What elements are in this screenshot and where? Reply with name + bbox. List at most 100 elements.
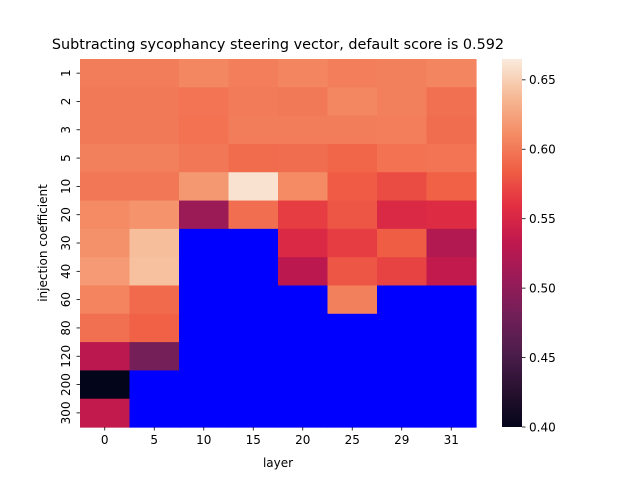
heatmap-cell <box>327 87 378 117</box>
heatmap-cell <box>80 115 131 145</box>
heatmap-cell <box>377 342 428 372</box>
heatmap-cell <box>278 228 329 258</box>
heatmap-cell <box>278 172 329 202</box>
heatmap-cell <box>129 200 180 230</box>
y-tick-label: 20 <box>59 207 73 222</box>
heatmap-cell <box>377 228 428 258</box>
heatmap-cell <box>426 143 477 173</box>
y-tick-label: 2 <box>59 98 73 106</box>
y-tick-label: 5 <box>59 154 73 162</box>
heatmap-cell <box>228 228 279 258</box>
heatmap-cell <box>278 143 329 173</box>
heatmap-cell <box>228 342 279 372</box>
colorbar-tick-label: 0.45 <box>529 351 556 365</box>
heatmap-cell <box>228 143 279 173</box>
heatmap-cell <box>327 342 378 372</box>
x-tick-label: 0 <box>101 433 109 447</box>
y-tick-label: 200 <box>59 373 73 396</box>
heatmap-cell <box>179 342 230 372</box>
heatmap-cell <box>179 398 230 428</box>
y-axis-ticks: 1 2 3 5 10 20 30 40 60 80 120 200 300 <box>59 69 80 424</box>
heatmap-cell <box>426 228 477 258</box>
heatmap-cell <box>327 285 378 315</box>
x-tick-label: 31 <box>444 433 459 447</box>
x-tick-label: 5 <box>150 433 158 447</box>
heatmap-cell <box>179 285 230 315</box>
heatmap-cell <box>228 370 279 400</box>
y-tick-label: 10 <box>59 179 73 194</box>
colorbar-tick-label: 0.50 <box>529 281 556 295</box>
heatmap-cell <box>327 370 378 400</box>
x-tick-label: 25 <box>345 433 360 447</box>
y-tick-label: 60 <box>59 292 73 307</box>
heatmap-cell <box>426 257 477 287</box>
x-axis-label: layer <box>263 456 293 470</box>
heatmap-cell <box>327 115 378 145</box>
colorbar <box>502 59 522 427</box>
heatmap-cell <box>377 285 428 315</box>
heatmap-cell <box>80 172 131 202</box>
heatmap-cell <box>278 342 329 372</box>
colorbar-tick-label: 0.40 <box>529 420 556 434</box>
heatmap-cell <box>377 200 428 230</box>
heatmap-cell <box>179 313 230 343</box>
heatmap-cell <box>179 257 230 287</box>
heatmap-cell <box>129 228 180 258</box>
heatmap-cell <box>426 172 477 202</box>
heatmap-cell <box>327 313 378 343</box>
heatmap-cell <box>80 59 131 88</box>
colorbar-tick-label: 0.55 <box>529 212 556 226</box>
colorbar-tick-label: 0.60 <box>529 143 556 157</box>
heatmap-cell <box>179 143 230 173</box>
heatmap-cell <box>80 228 131 258</box>
heatmap-cell <box>179 370 230 400</box>
heatmap-cell <box>129 313 180 343</box>
heatmap-cell <box>278 115 329 145</box>
heatmap-cell <box>179 59 230 88</box>
heatmap-cell <box>377 87 428 117</box>
heatmap-cell <box>80 200 131 230</box>
heatmap-cell <box>426 200 477 230</box>
y-tick-label: 1 <box>59 69 73 77</box>
heatmap-cell <box>278 59 329 88</box>
heatmap-cell <box>228 59 279 88</box>
y-tick-label: 30 <box>59 235 73 250</box>
heatmap-cell <box>179 87 230 117</box>
heatmap-cell <box>377 370 428 400</box>
heatmap-cell <box>426 59 477 88</box>
heatmap-cell <box>179 200 230 230</box>
heatmap-cell <box>228 398 279 428</box>
x-tick-label: 29 <box>394 433 409 447</box>
heatmap-cell <box>426 115 477 145</box>
heatmap-cell <box>129 285 180 315</box>
heatmap-cell <box>278 200 329 230</box>
heatmap-cell <box>377 313 428 343</box>
heatmap-cell <box>80 370 131 400</box>
heatmap-cell <box>278 257 329 287</box>
heatmap-cell <box>327 143 378 173</box>
heatmap-cell <box>228 172 279 202</box>
x-tick-label: 15 <box>246 433 261 447</box>
y-tick-label: 40 <box>59 264 73 279</box>
heatmap-cell <box>426 285 477 315</box>
heatmap-cell <box>377 59 428 88</box>
heatmap-cell <box>80 313 131 343</box>
heatmap-cell <box>80 342 131 372</box>
heatmap-cell <box>377 257 428 287</box>
heatmap-cell <box>327 200 378 230</box>
heatmap-cell <box>228 200 279 230</box>
heatmap-cell <box>228 257 279 287</box>
heatmap-cell <box>129 143 180 173</box>
heatmap-cell <box>278 285 329 315</box>
heatmap-cells <box>80 59 477 428</box>
x-tick-label: 20 <box>295 433 310 447</box>
heatmap-cell <box>426 370 477 400</box>
heatmap-cell <box>426 313 477 343</box>
y-tick-label: 80 <box>59 320 73 335</box>
heatmap-cell <box>228 115 279 145</box>
heatmap-cell <box>179 228 230 258</box>
heatmap-cell <box>377 115 428 145</box>
heatmap-cell <box>377 398 428 428</box>
heatmap-cell <box>129 172 180 202</box>
